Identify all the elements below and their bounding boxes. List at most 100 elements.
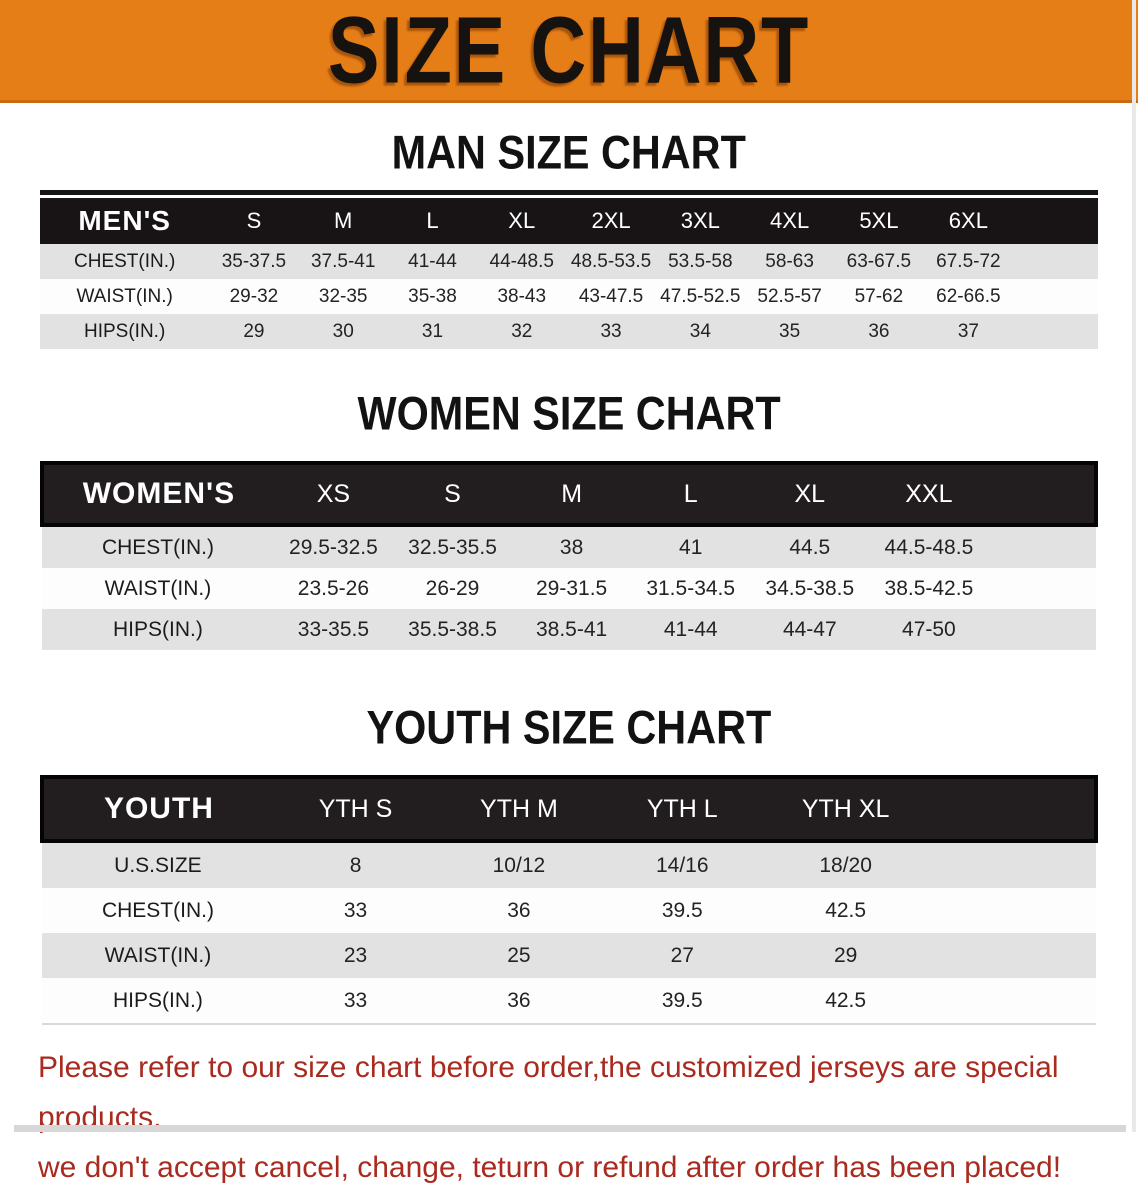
- size-value: 31: [387, 314, 478, 349]
- row-filler-cell: [1013, 244, 1098, 279]
- size-value: 27: [600, 933, 764, 978]
- women-heading: WOMEN SIZE CHART: [0, 386, 1138, 440]
- size-value: 48.5-53.5: [566, 244, 656, 279]
- youth-heading: YOUTH SIZE CHART: [0, 700, 1138, 754]
- size-column-header: XL: [477, 198, 567, 244]
- size-value: 37: [923, 314, 1014, 349]
- measurement-row: HIPS(IN.) 33 36 39.5 42.5: [42, 978, 1096, 1024]
- size-value: 29: [763, 933, 928, 978]
- measurement-row: U.S.SIZE 8 10/12 14/16 18/20: [42, 840, 1096, 888]
- footer-notice: Please refer to our size chart before or…: [38, 1043, 1138, 1193]
- size-column-header: 3XL: [655, 198, 745, 244]
- size-value: 38: [512, 524, 632, 568]
- measurement-row: HIPS(IN.) 33-35.5 35.5-38.5 38.5-41 41-44 44-…: [42, 609, 1096, 650]
- size-value: 30: [298, 314, 388, 349]
- measurement-row: WAIST(IN.) 23.5-26 26-29 29-31.5 31.5-34.5 34…: [42, 568, 1096, 609]
- size-column-header: 2XL: [566, 198, 656, 244]
- size-value: 44.5: [750, 524, 870, 568]
- notice-line-2: we don't accept cancel, change, teturn o…: [38, 1151, 1062, 1184]
- size-value: 44-48.5: [477, 244, 567, 279]
- header-filler-cell: [988, 461, 1098, 527]
- banner-title: SIZE CHART: [327, 0, 811, 103]
- youth-heading-text: YOUTH SIZE CHART: [366, 700, 772, 754]
- size-value: 33: [566, 314, 656, 349]
- measurement-row: CHEST(IN.) 35-37.5 37.5-41 41-44 44-48.5 48.5…: [40, 244, 1098, 279]
- measurement-label: CHEST(IN.): [40, 244, 210, 279]
- youth-table-wrap: YOUTH YTH S YTH M YTH L YTH XL U.S.SIZE 8 10/12…: [40, 775, 1098, 1025]
- size-value: 29.5-32.5: [273, 524, 393, 568]
- size-value: 23: [273, 933, 438, 978]
- row-filler-cell: [927, 933, 1096, 978]
- size-value: 41: [631, 524, 751, 568]
- table-category-label: YOUTH: [40, 775, 274, 843]
- size-value: 26-29: [392, 568, 513, 609]
- size-header-row: WOMEN'S XS S M L XL XXL: [40, 461, 1098, 527]
- size-header-row: YOUTH YTH S YTH M YTH L YTH XL: [40, 775, 1098, 843]
- size-value: 53.5-58: [655, 244, 745, 279]
- size-value: 62-66.5: [923, 279, 1014, 314]
- size-value: 67.5-72: [923, 244, 1014, 279]
- size-value: 14/16: [600, 840, 764, 888]
- men-table-wrap: MEN'S S M L XL 2XL 3XL 4XL 5XL 6XL CHEST(IN.) 35-37…: [40, 190, 1098, 349]
- size-column-header: YTH L: [600, 775, 764, 843]
- size-column-header: S: [392, 461, 513, 527]
- size-value: 35: [744, 314, 835, 349]
- table-category-label: WOMEN'S: [40, 461, 274, 527]
- size-value: 35.5-38.5: [392, 609, 513, 650]
- size-value: 37.5-41: [298, 244, 388, 279]
- youth-size-table: YOUTH YTH S YTH M YTH L YTH XL U.S.SIZE 8 10/12…: [40, 775, 1098, 1025]
- size-column-header: YTH M: [437, 775, 601, 843]
- size-value: 18/20: [763, 840, 928, 888]
- size-value: 43-47.5: [566, 279, 656, 314]
- women-size-table: WOMEN'S XS S M L XL XXL CHEST(IN.) 29.5-32.5 32.5…: [40, 461, 1098, 650]
- size-value: 36: [437, 978, 601, 1024]
- size-value: 29-31.5: [512, 568, 632, 609]
- header-filler-cell: [927, 775, 1098, 843]
- bottom-strip: [14, 1125, 1126, 1132]
- women-heading-text: WOMEN SIZE CHART: [357, 386, 781, 440]
- size-column-header: M: [298, 198, 388, 244]
- row-filler-cell: [927, 978, 1096, 1024]
- size-value: 31.5-34.5: [631, 568, 751, 609]
- measurement-label: HIPS(IN.): [40, 314, 210, 349]
- men-size-table: MEN'S S M L XL 2XL 3XL 4XL 5XL 6XL CHEST(IN.) 35-37…: [40, 198, 1098, 349]
- size-column-header: YTH S: [273, 775, 438, 843]
- row-filler-cell: [988, 609, 1096, 650]
- men-heading: MAN SIZE CHART: [0, 125, 1138, 179]
- size-column-header: S: [209, 198, 299, 244]
- size-column-header: 4XL: [744, 198, 835, 244]
- size-column-header: 5XL: [834, 198, 924, 244]
- size-value: 41-44: [631, 609, 751, 650]
- right-edge-strip: [1132, 0, 1136, 1132]
- measurement-row: WAIST(IN.) 29-32 32-35 35-38 38-43 43-47.5 47.…: [40, 279, 1098, 314]
- row-filler-cell: [1013, 279, 1098, 314]
- size-value: 38-43: [477, 279, 567, 314]
- size-value: 63-67.5: [834, 244, 924, 279]
- size-column-header: L: [387, 198, 478, 244]
- size-header-row: MEN'S S M L XL 2XL 3XL 4XL 5XL 6XL: [40, 198, 1098, 244]
- size-value: 34.5-38.5: [750, 568, 870, 609]
- size-column-header: XL: [750, 461, 870, 527]
- size-value: 42.5: [763, 978, 928, 1024]
- size-value: 44.5-48.5: [869, 524, 989, 568]
- size-value: 25: [437, 933, 601, 978]
- measurement-row: HIPS(IN.) 29 30 31 32 33 34 35 36 37: [40, 314, 1098, 349]
- size-column-header: L: [631, 461, 751, 527]
- size-value: 34: [655, 314, 745, 349]
- size-column-header: YTH XL: [763, 775, 928, 843]
- table-category-label: MEN'S: [40, 198, 210, 244]
- header-filler-cell: [1013, 198, 1098, 244]
- size-value: 38.5-41: [512, 609, 632, 650]
- size-value: 32.5-35.5: [392, 524, 513, 568]
- measurement-label: CHEST(IN.): [42, 888, 274, 933]
- measurement-label: WAIST(IN.): [40, 279, 210, 314]
- size-value: 35-38: [387, 279, 478, 314]
- size-value: 29: [209, 314, 299, 349]
- size-value: 39.5: [600, 888, 764, 933]
- size-column-header: XS: [273, 461, 393, 527]
- men-table-topline: [40, 190, 1098, 195]
- measurement-row: CHEST(IN.) 29.5-32.5 32.5-35.5 38 41 44.5 44.5…: [42, 524, 1096, 568]
- size-column-header: 6XL: [923, 198, 1014, 244]
- men-heading-text: MAN SIZE CHART: [391, 125, 747, 179]
- row-filler-cell: [1013, 314, 1098, 349]
